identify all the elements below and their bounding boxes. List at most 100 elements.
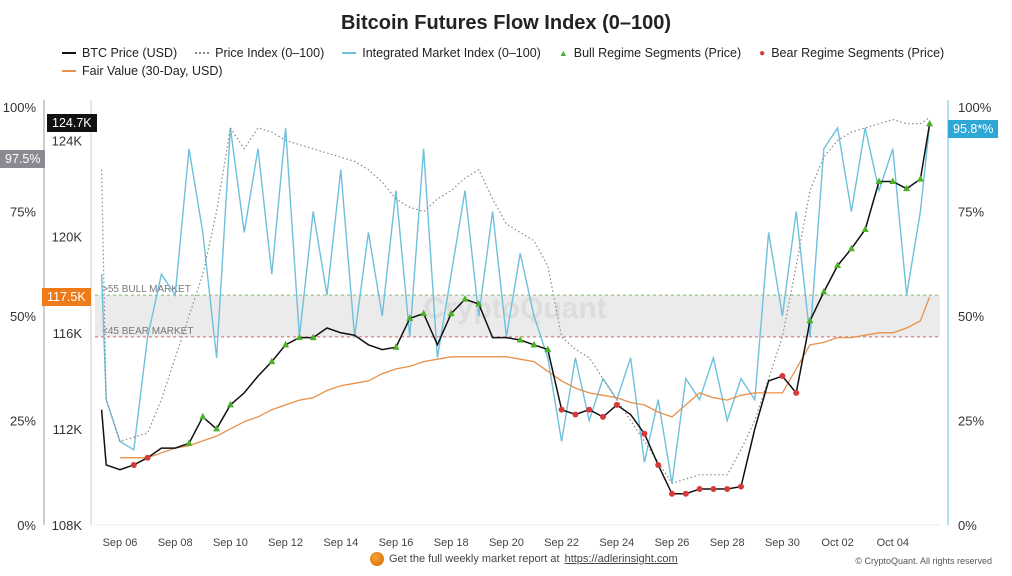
legend-label: BTC Price (USD) (82, 46, 178, 60)
bull-marker (847, 244, 855, 252)
triangle-icon: ▲ (558, 48, 568, 58)
fair-value-last-tag: 117.5K (42, 288, 91, 306)
bear-marker (600, 413, 606, 420)
legend-label: Fair Value (30-Day, USD) (82, 64, 223, 78)
bull-marker (834, 261, 842, 269)
x-tick: Sep 20 (489, 537, 524, 549)
bull-marker (861, 225, 869, 233)
x-tick: Sep 06 (103, 537, 138, 549)
bull-marker (447, 309, 455, 317)
legend: BTC Price (USD) Price Index (0–100) Inte… (62, 46, 944, 60)
x-tick: Sep 14 (323, 537, 358, 549)
footer-link[interactable]: https://adlerinsight.com (564, 553, 678, 565)
bull-marker (544, 345, 552, 353)
x-tick: Sep 08 (158, 537, 193, 549)
legend-item-fair-value[interactable]: Fair Value (30-Day, USD) (62, 64, 223, 78)
bear-band-label: <45 BEAR MARKET (102, 326, 193, 337)
bull-marker (392, 343, 400, 350)
price-index-last-tag: 97.5% (0, 150, 46, 168)
left-pct-tick: 50% (10, 309, 36, 324)
btc-price-line (100, 123, 931, 495)
bear-marker (682, 490, 689, 497)
bear-marker (793, 389, 800, 396)
integrated-index-line (100, 124, 931, 484)
x-tick: Sep 18 (434, 537, 469, 549)
price-index-line (101, 116, 930, 484)
footer-text: Get the full weekly market report at (389, 553, 560, 565)
x-tick: Oct 04 (877, 537, 909, 549)
right-pct-tick: 100% (958, 100, 992, 115)
x-tick: Sep 26 (655, 537, 690, 549)
legend-label: Bull Regime Segments (Price) (573, 46, 742, 60)
bear-marker (669, 490, 675, 497)
x-tick: Sep 30 (765, 537, 800, 549)
bull-marker (199, 412, 207, 420)
right-pct-tick: 75% (958, 205, 984, 220)
bull-marker (820, 287, 828, 295)
bear-marker (696, 485, 703, 492)
bull-band-label: >55 BULL MARKET (102, 284, 191, 295)
legend-label: Integrated Market Index (0–100) (362, 46, 541, 60)
legend-item-price-index[interactable]: Price Index (0–100) (195, 46, 324, 60)
bear-marker (144, 454, 151, 461)
bull-marker (516, 336, 524, 343)
right-pct-tick: 50% (958, 309, 984, 324)
bull-marker (213, 424, 221, 432)
x-tick: Sep 16 (379, 537, 414, 549)
price-tick: 120K (52, 230, 83, 245)
bull-marker (268, 357, 276, 365)
price-tick: 112K (53, 422, 83, 437)
chart-title: Bitcoin Futures Flow Index (0–100) (340, 12, 672, 34)
watermark: CryptoQuant (423, 292, 606, 325)
neutral-band (95, 295, 940, 337)
integrated-last-tag: 95.8*% (948, 120, 999, 138)
bear-marker (558, 406, 565, 413)
x-tick: Sep 12 (268, 537, 303, 549)
legend-item-integrated[interactable]: Integrated Market Index (0–100) (342, 46, 541, 60)
bull-marker (926, 119, 934, 127)
x-tick: Sep 24 (599, 537, 634, 549)
circle-icon: ● (759, 47, 766, 59)
bull-marker (806, 316, 814, 324)
bear-marker (641, 430, 648, 437)
legend-item-price[interactable]: BTC Price (USD) (62, 46, 177, 60)
fair-value-line (120, 296, 931, 459)
price-tick: 116K (53, 326, 83, 341)
legend-label: Bear Regime Segments (Price) (771, 46, 945, 60)
bull-marker (903, 184, 911, 192)
bull-marker (875, 177, 883, 184)
bear-marker (710, 485, 717, 492)
bull-marker (406, 314, 414, 321)
x-tick: Sep 10 (213, 537, 248, 549)
bull-marker (889, 177, 897, 184)
right-pct-tick: 25% (958, 414, 984, 429)
bear-marker (779, 373, 786, 380)
legend-item-bear[interactable]: ● Bear Regime Segments (Price) (759, 46, 944, 60)
x-tick: Oct 02 (821, 537, 853, 549)
bear-marker (572, 411, 579, 418)
legend-item-bull[interactable]: ▲ Bull Regime Segments (Price) (559, 46, 741, 60)
legend-label: Price Index (0–100) (215, 46, 325, 60)
right-pct-tick: 0% (958, 518, 977, 533)
footer: Get the full weekly market report at htt… (370, 552, 678, 566)
bull-marker (530, 340, 538, 348)
copyright: © CryptoQuant. All rights reserved (855, 556, 992, 566)
bull-marker (226, 400, 234, 408)
bear-marker (586, 406, 593, 413)
left-pct-tick: 75% (10, 205, 36, 220)
bear-marker (738, 483, 744, 490)
left-pct-tick: 25% (10, 414, 36, 429)
bull-marker (420, 309, 428, 317)
bull-marker (916, 175, 924, 182)
bear-marker (724, 485, 731, 492)
legend-row-2: Fair Value (30-Day, USD) (62, 64, 223, 78)
logo-icon (370, 552, 384, 566)
bull-marker (295, 333, 303, 341)
bull-marker (461, 295, 469, 302)
bull-marker (185, 439, 193, 446)
bear-marker (655, 461, 662, 468)
bull-marker (282, 340, 290, 348)
bull-marker (475, 299, 483, 307)
price-tick: 108K (52, 518, 83, 533)
